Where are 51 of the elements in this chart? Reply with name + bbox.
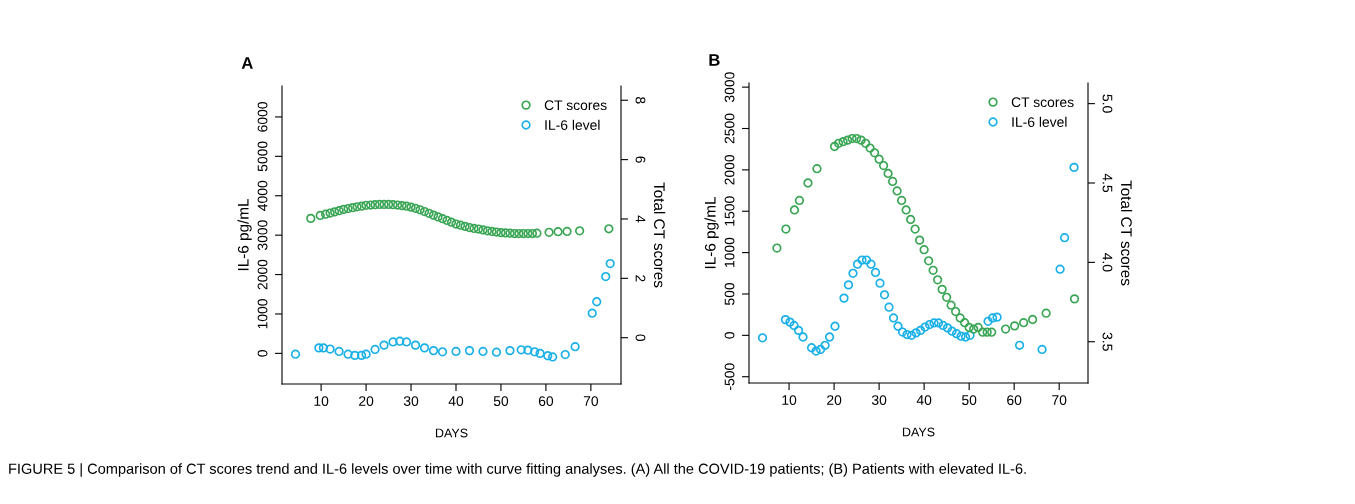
legend-label: IL-6 level xyxy=(545,119,600,130)
y2-tick-label: 5.0 xyxy=(1102,94,1113,113)
chart-title: B xyxy=(709,54,720,66)
x-tick-label: 70 xyxy=(1052,395,1067,406)
y-tick-label: 500 xyxy=(724,282,735,306)
x-tick-label: 20 xyxy=(359,396,374,407)
y-tick-label: 0 xyxy=(257,350,268,357)
y2-axis-title: Total CT scores xyxy=(653,182,666,288)
y2-tick-label: 8 xyxy=(635,96,646,104)
legend-label: IL-6 level xyxy=(1012,116,1067,127)
y-axis-title: IL-6 pg/mL xyxy=(704,196,719,269)
x-tick-label: 10 xyxy=(782,395,797,406)
y-tick-label: 1000 xyxy=(257,299,268,329)
y-axis-title: IL-6 pg/mL xyxy=(237,198,252,271)
chart-title: A xyxy=(241,57,253,69)
x-axis-title: DAYS xyxy=(435,428,468,438)
y2-axis-title: Total CT scores xyxy=(1120,180,1133,286)
y2-tick-label: 4.0 xyxy=(1102,253,1113,272)
y-tick-label: 6000 xyxy=(257,102,268,132)
x-tick-label: 30 xyxy=(871,395,887,406)
y-tick-label: -500 xyxy=(724,363,735,390)
y2-tick-label: 0 xyxy=(635,334,646,342)
legend-label: CT scores xyxy=(544,100,607,111)
y-tick-label: 3000 xyxy=(257,220,268,251)
y2-tick-label: 2 xyxy=(635,275,646,282)
legend-label: CT scores xyxy=(1011,97,1074,108)
x-tick-label: 50 xyxy=(493,396,509,407)
x-tick-label: 10 xyxy=(314,396,329,407)
x-tick-label: 30 xyxy=(403,396,419,407)
y-tick-label: 2000 xyxy=(257,259,268,290)
y2-tick-label: 6 xyxy=(635,156,646,163)
y-tick-label: 2000 xyxy=(724,154,735,185)
y-tick-label: 1500 xyxy=(724,196,735,226)
x-tick-label: 40 xyxy=(916,395,932,406)
x-tick-label: 70 xyxy=(583,396,599,407)
y2-tick-label: 3.5 xyxy=(1102,332,1113,351)
y-tick-label: 5000 xyxy=(257,141,268,172)
x-tick-label: 60 xyxy=(538,396,554,407)
y2-tick-label: 4 xyxy=(635,215,646,223)
x-tick-label: 40 xyxy=(448,396,464,407)
y-tick-label: 1000 xyxy=(724,237,735,267)
x-tick-label: 50 xyxy=(961,395,977,406)
x-axis-title: DAYS xyxy=(902,427,935,437)
y-tick-label: 2500 xyxy=(724,113,735,144)
y-tick-label: 4000 xyxy=(257,180,268,211)
caption: FIGURE 5 | Comparison of CT scores trend and IL-6 levels over time with curve fitting analyses. (A) All the COVID-19 patients; (B) Patients with elevated IL-6. xyxy=(9,463,1026,477)
y-tick-label: 0 xyxy=(724,332,735,339)
y-tick-label: 3000 xyxy=(724,72,735,103)
y2-tick-label: 4.5 xyxy=(1102,173,1113,193)
x-tick-label: 60 xyxy=(1007,395,1022,406)
x-tick-label: 20 xyxy=(827,395,842,406)
